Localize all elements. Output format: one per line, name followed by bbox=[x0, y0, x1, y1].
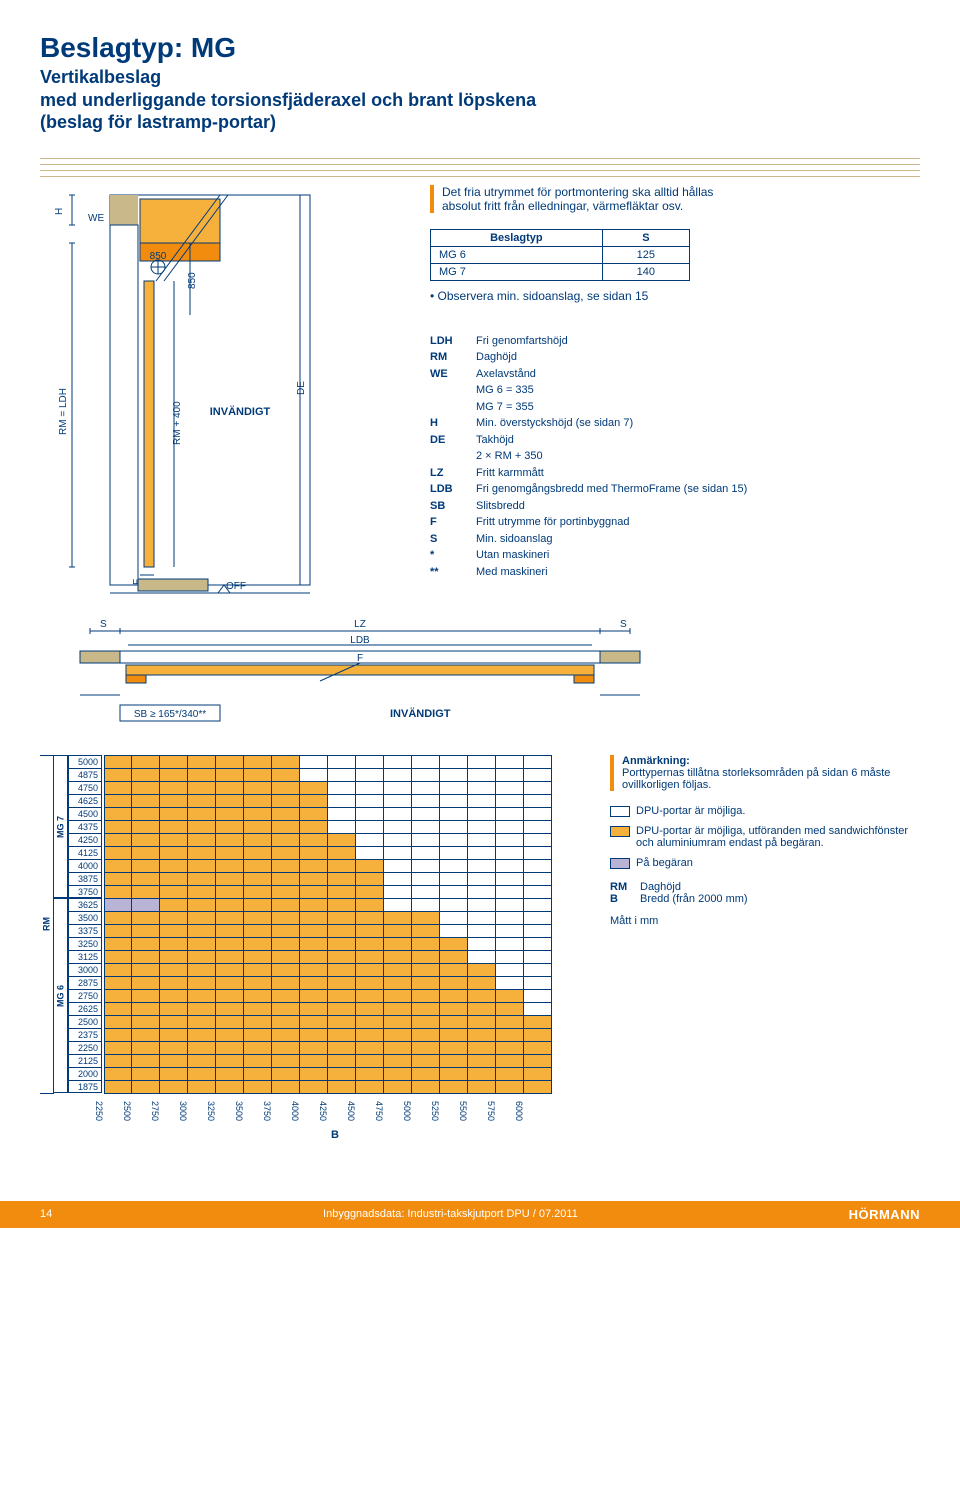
beslag-table: Beslagtyp S MG 6125 MG 7140 bbox=[430, 229, 690, 281]
legend-lilac: På begäran bbox=[610, 857, 920, 869]
svg-text:LZ: LZ bbox=[354, 619, 366, 630]
svg-text:SB ≥ 165*/340**: SB ≥ 165*/340** bbox=[134, 709, 206, 720]
legend-white: DPU-portar är möjliga. bbox=[610, 805, 920, 817]
info-callout: Det fria utrymmet för portmontering ska … bbox=[430, 185, 920, 213]
svg-text:H: H bbox=[54, 207, 65, 214]
hormann-logo: HÖRMANN bbox=[849, 1207, 920, 1222]
svg-text:S: S bbox=[620, 619, 627, 630]
legend-orange: DPU-portar är möjliga, utföranden med sa… bbox=[610, 825, 920, 849]
observe-note: • Observera min. sidoanslag, se sidan 15 bbox=[430, 289, 920, 303]
x-axis-title: B bbox=[90, 1129, 580, 1141]
vertical-section-diagram: H WE RM = LDH 850 850 RM + 400 INVÄNDIGT… bbox=[40, 185, 400, 605]
svg-text:DE: DE bbox=[296, 380, 307, 394]
svg-text:INVÄNDIGT: INVÄNDIGT bbox=[390, 707, 451, 720]
svg-text:S: S bbox=[100, 619, 107, 630]
notes-defs: RMDaghöjd BBredd (från 2000 mm) bbox=[610, 881, 920, 905]
svg-text:LDB: LDB bbox=[350, 635, 370, 646]
x-axis-labels: 2250250027503000325035003750400042504500… bbox=[90, 1097, 580, 1127]
unit-note: Mått i mm bbox=[610, 915, 920, 927]
svg-text:WE: WE bbox=[88, 213, 104, 224]
svg-text:850: 850 bbox=[187, 271, 198, 288]
svg-text:RM + 400: RM + 400 bbox=[172, 400, 183, 444]
size-range-chart: RM MG 7500048754750462545004375425041254… bbox=[40, 755, 580, 1094]
svg-text:OFF: OFF bbox=[226, 581, 246, 592]
svg-text:INVÄNDIGT: INVÄNDIGT bbox=[210, 405, 271, 418]
page-footer: 14 Inbyggnadsdata: Industri-takskjutport… bbox=[0, 1201, 960, 1228]
horizontal-section-diagram: S LZ S LDB F SB ≥ 165*/340** INVÄNDIGT bbox=[60, 615, 660, 725]
svg-text:850: 850 bbox=[150, 251, 167, 262]
remark-callout: Anmärkning: Porttypernas tillåtna storle… bbox=[610, 755, 920, 791]
svg-text:F: F bbox=[357, 653, 363, 664]
page-title: Beslagtyp: MG bbox=[40, 32, 920, 64]
divider bbox=[40, 158, 920, 177]
page-subtitle: Vertikalbeslag med underliggande torsion… bbox=[40, 66, 920, 134]
definitions-list: LDHFri genomfartshöjdRMDaghöjdWEAxelavst… bbox=[430, 333, 920, 581]
svg-text:RM = LDH: RM = LDH bbox=[58, 388, 69, 435]
